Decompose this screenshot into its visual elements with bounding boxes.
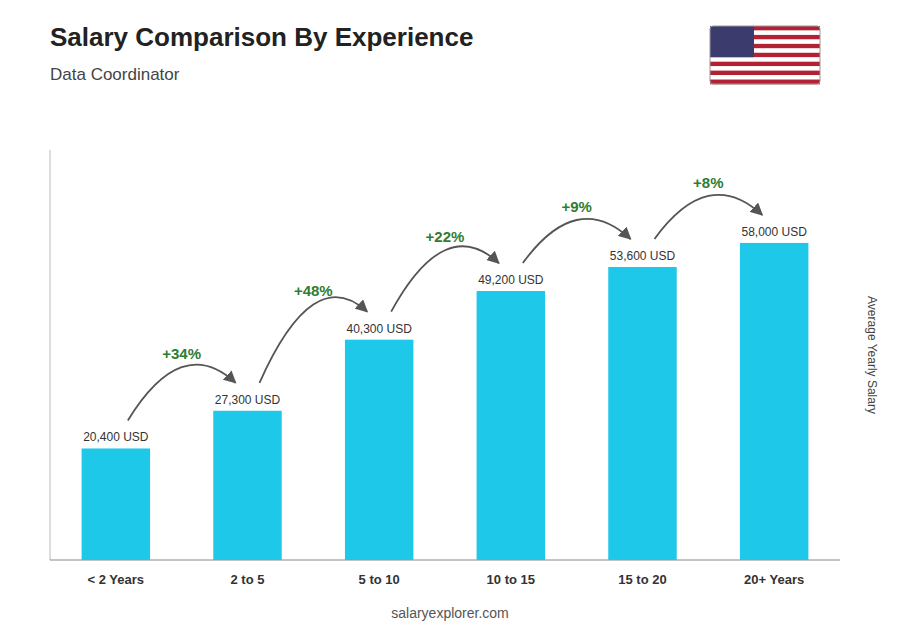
- subtitle: Data Coordinator: [50, 65, 180, 84]
- flag-stripe: [710, 57, 820, 62]
- x-tick-label: 2 to 5: [231, 572, 265, 587]
- x-tick-label: 5 to 10: [359, 572, 400, 587]
- x-axis-line: [50, 560, 840, 561]
- y-axis-label: Average Yearly Salary: [865, 296, 879, 414]
- title: Salary Comparison By Experience: [50, 22, 473, 52]
- annotation: +8%: [693, 174, 723, 191]
- data-label: 40,300 USD: [346, 322, 412, 336]
- flag-canton: [710, 26, 754, 57]
- footer: salaryexplorer.com: [391, 605, 509, 621]
- bar: [213, 411, 281, 560]
- x-tick-label: 20+ Years: [744, 572, 804, 587]
- annotation-arrow: [260, 297, 368, 383]
- bar: [477, 291, 545, 560]
- data-label: 27,300 USD: [215, 393, 281, 407]
- annotation: +9%: [561, 198, 591, 215]
- bar: [608, 267, 676, 560]
- bars: [82, 243, 809, 560]
- x-tick-label: < 2 Years: [88, 572, 145, 587]
- annotation-arrow: [391, 246, 499, 311]
- flag-stripe: [710, 62, 820, 67]
- data-label: 49,200 USD: [478, 273, 544, 287]
- annotation-arrow: [128, 365, 236, 421]
- y-axis-line: [50, 150, 51, 560]
- bar: [345, 340, 413, 560]
- annotation-arrow: [523, 219, 631, 263]
- flag-border: [710, 26, 820, 84]
- data-label: 20,400 USD: [83, 430, 149, 444]
- data-label: 53,600 USD: [610, 249, 676, 263]
- flag-stripe: [710, 71, 820, 76]
- annotations: +34% +48% +22% +9% +8%: [128, 174, 762, 421]
- annotation: +22%: [426, 228, 465, 245]
- x-tick-label: 15 to 20: [618, 572, 666, 587]
- annotation: +48%: [294, 282, 333, 299]
- bar: [740, 243, 808, 560]
- bar: [82, 448, 150, 560]
- annotation: +34%: [162, 345, 201, 362]
- data-label: 58,000 USD: [741, 225, 807, 239]
- flag-stripe: [710, 75, 820, 80]
- annotation-arrow: [655, 195, 763, 239]
- flag: [710, 26, 820, 84]
- flag-stripe: [710, 66, 820, 71]
- x-tick-label: 10 to 15: [487, 572, 535, 587]
- chart: Salary Comparison By Experience Data Coor…: [0, 0, 900, 641]
